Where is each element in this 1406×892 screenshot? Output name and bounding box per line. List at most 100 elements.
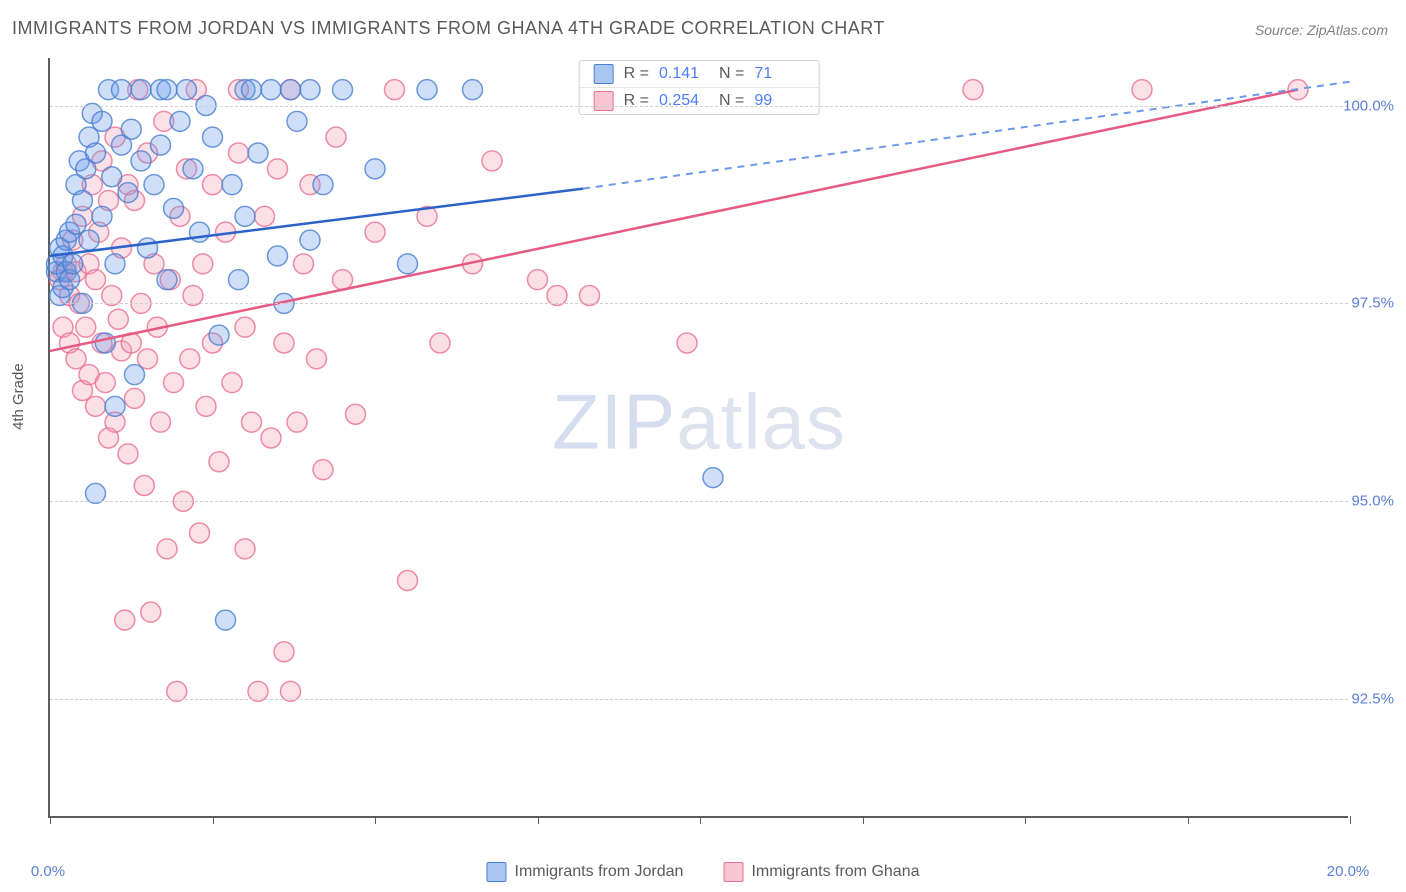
scatter-point	[144, 175, 164, 195]
scatter-point	[151, 412, 171, 432]
scatter-point	[268, 159, 288, 179]
scatter-point	[131, 80, 151, 100]
scatter-point	[86, 270, 106, 290]
source-attribution: Source: ZipAtlas.com	[1255, 22, 1388, 38]
scatter-point	[151, 135, 171, 155]
scatter-point	[115, 610, 135, 630]
scatter-point	[463, 80, 483, 100]
scatter-point	[222, 373, 242, 393]
x-tick-label: 20.0%	[1327, 863, 1370, 880]
scatter-point	[63, 254, 83, 274]
scatter-point	[180, 349, 200, 369]
scatter-point	[963, 80, 983, 100]
scatter-point	[121, 119, 141, 139]
scatter-point	[235, 206, 255, 226]
scatter-point	[138, 238, 158, 258]
stats-r-label: R =	[624, 65, 649, 83]
scatter-point	[300, 80, 320, 100]
scatter-point	[118, 183, 138, 203]
swatch-ghana	[594, 91, 614, 111]
x-tick	[375, 816, 376, 824]
scatter-point	[430, 333, 450, 353]
scatter-point	[313, 175, 333, 195]
stats-r-value-jordan: 0.141	[659, 65, 709, 83]
y-tick-label: 100.0%	[1343, 97, 1394, 114]
stats-n-value-ghana: 99	[754, 92, 804, 110]
scatter-point	[242, 412, 262, 432]
x-tick	[700, 816, 701, 824]
scatter-point	[398, 254, 418, 274]
scatter-point	[105, 396, 125, 416]
scatter-point	[274, 333, 294, 353]
scatter-point	[261, 80, 281, 100]
scatter-point	[131, 151, 151, 171]
legend-label-jordan: Immigrants from Jordan	[515, 863, 684, 881]
scatter-point	[222, 175, 242, 195]
gridline-h	[50, 303, 1348, 304]
scatter-point	[125, 365, 145, 385]
scatter-point	[417, 80, 437, 100]
scatter-point	[112, 80, 132, 100]
stats-n-label: N =	[719, 92, 744, 110]
gridline-h	[50, 106, 1348, 107]
legend-swatch-ghana	[723, 862, 743, 882]
scatter-point	[203, 127, 223, 147]
y-axis-label: 4th Grade	[10, 363, 27, 430]
gridline-h	[50, 699, 1348, 700]
y-tick-label: 97.5%	[1351, 295, 1394, 312]
y-tick-label: 95.0%	[1351, 493, 1394, 510]
scatter-point	[482, 151, 502, 171]
scatter-point	[313, 460, 333, 480]
scatter-point	[76, 317, 96, 337]
scatter-point	[86, 143, 106, 163]
gridline-h	[50, 501, 1348, 502]
scatter-point	[105, 254, 125, 274]
scatter-point	[261, 428, 281, 448]
x-tick	[50, 816, 51, 824]
scatter-point	[268, 246, 288, 266]
x-tick-label: 0.0%	[31, 863, 65, 880]
scatter-point	[528, 270, 548, 290]
scatter-point	[209, 452, 229, 472]
plot-area: ZIPatlas R = 0.141 N = 71 R = 0.254 N = …	[48, 58, 1348, 818]
scatter-point	[235, 539, 255, 559]
legend-item-ghana: Immigrants from Ghana	[723, 862, 919, 882]
scatter-point	[92, 206, 112, 226]
stats-r-value-ghana: 0.254	[659, 92, 709, 110]
stats-row-jordan: R = 0.141 N = 71	[580, 61, 819, 87]
scatter-point	[125, 388, 145, 408]
legend-label-ghana: Immigrants from Ghana	[751, 863, 919, 881]
scatter-point	[95, 333, 115, 353]
scatter-point	[294, 254, 314, 274]
scatter-point	[86, 396, 106, 416]
scatter-point	[170, 111, 190, 131]
scatter-point	[274, 642, 294, 662]
scatter-point	[346, 404, 366, 424]
scatter-point	[385, 80, 405, 100]
x-tick	[863, 816, 864, 824]
stats-r-label: R =	[624, 92, 649, 110]
scatter-point	[164, 198, 184, 218]
legend-item-jordan: Immigrants from Jordan	[487, 862, 684, 882]
scatter-point	[157, 539, 177, 559]
stats-row-ghana: R = 0.254 N = 99	[580, 87, 819, 114]
scatter-point	[203, 175, 223, 195]
x-tick	[1350, 816, 1351, 824]
scatter-point	[73, 191, 93, 211]
scatter-point	[92, 111, 112, 131]
scatter-point	[157, 270, 177, 290]
scatter-point	[365, 222, 385, 242]
stats-legend-box: R = 0.141 N = 71 R = 0.254 N = 99	[579, 60, 820, 115]
scatter-point	[108, 309, 128, 329]
scatter-point	[300, 230, 320, 250]
scatter-point	[209, 325, 229, 345]
scatter-point	[229, 270, 249, 290]
scatter-point	[177, 80, 197, 100]
scatter-point	[183, 159, 203, 179]
y-tick-label: 92.5%	[1351, 691, 1394, 708]
x-tick	[213, 816, 214, 824]
scatter-point	[193, 254, 213, 274]
stats-n-value-jordan: 71	[754, 65, 804, 83]
scatter-point	[242, 80, 262, 100]
scatter-point	[398, 571, 418, 591]
